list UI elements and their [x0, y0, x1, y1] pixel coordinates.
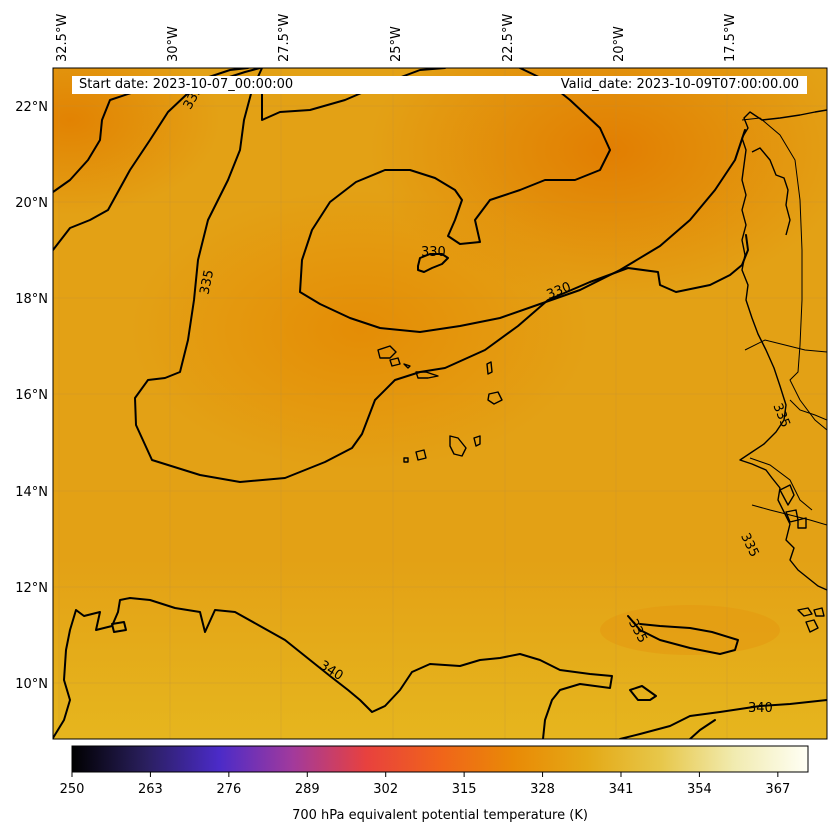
- contour-335-loop: [134, 68, 749, 483]
- contour-330-center: [261, 68, 446, 121]
- colorbar-tick-label-6: 328: [530, 782, 555, 797]
- lat-label-3: 16°N: [15, 388, 48, 403]
- lon-label-0: 32.5°W: [55, 14, 70, 62]
- island-boa-vista: [487, 391, 503, 405]
- island-fogo: [415, 449, 427, 461]
- warm-region-northwest: [53, 68, 220, 215]
- lon-label-2: 27.5°W: [277, 14, 292, 62]
- island-sal: [486, 361, 493, 375]
- border-line-4: [749, 457, 813, 511]
- warm-region-center: [130, 190, 590, 470]
- colorbar-tick-label-0: 250: [60, 782, 85, 797]
- contour-330-main: [299, 68, 746, 333]
- border-line-3: [789, 399, 827, 421]
- lat-label-2: 18°N: [15, 292, 48, 307]
- contour-335-southeast: [627, 615, 739, 655]
- colorbar-tick-label-9: 367: [765, 782, 790, 797]
- colorbar: [71, 745, 809, 773]
- lon-label-4: 22.5°W: [501, 14, 516, 62]
- border-line-2: [744, 339, 827, 353]
- colorbar-tick-label-7: 341: [609, 782, 634, 797]
- lat-label-6: 10°N: [15, 677, 48, 692]
- island-sao-nicolau: [403, 363, 411, 369]
- colorbar-tick-label-2: 276: [216, 782, 241, 797]
- contour-label-330-center: 330: [421, 245, 446, 260]
- lon-label-1: 30°W: [166, 26, 181, 62]
- island-sao-vicente: [389, 357, 401, 367]
- contour-340-east: [689, 719, 716, 739]
- lon-label-6: 17.5°W: [723, 14, 738, 62]
- island-maio: [473, 435, 481, 447]
- contour-bay: [111, 621, 127, 633]
- warm-patch-south: [600, 605, 780, 655]
- lat-label-4: 14°N: [15, 485, 48, 500]
- contours: [53, 68, 827, 739]
- lat-label-5: 12°N: [15, 581, 48, 596]
- longitude-labels: 32.5°W 30°W 27.5°W 25°W 22.5°W 20°W 17.5…: [55, 14, 738, 62]
- map-frame: [52, 67, 828, 740]
- date-info-box: Start date: 2023-10-07_00:00:00 Valid_da…: [72, 76, 807, 94]
- island-santiago: [449, 435, 467, 457]
- colorbar-tick-label-8: 354: [687, 782, 712, 797]
- map-area: 335 335 330 330 335 335 335 340 340: [53, 68, 827, 739]
- island-santo-antao: [377, 345, 397, 359]
- lon-label-5: 20°W: [612, 26, 627, 62]
- contour-small-loop: [629, 685, 657, 701]
- colorbar-label: 700 hPa equivalent potential temperature…: [292, 808, 588, 823]
- lat-label-1: 20°N: [15, 196, 48, 211]
- africa-coastline-detail: [751, 147, 791, 236]
- africa-coastline: [739, 109, 827, 591]
- colorbar-tick-label-1: 263: [138, 782, 163, 797]
- contour-label-335-w: 335: [197, 269, 217, 296]
- colorbar-tick-label-5: 315: [452, 782, 477, 797]
- border-line-5: [751, 504, 827, 526]
- colorbar-tick-label-4: 302: [373, 782, 398, 797]
- contour-330-small: [417, 253, 449, 273]
- contour-340-southeast: [619, 699, 827, 739]
- valid-date-text: Valid_date: 2023-10-09T07:00:00.00: [560, 77, 799, 92]
- start-date-text: Start date: 2023-10-07_00:00:00: [79, 77, 294, 92]
- contour-340-south: [53, 597, 613, 739]
- colorbar-ticks: 250 263 276 289 302 315 328 341 354 367: [60, 772, 790, 797]
- latitude-labels: 22°N 20°N 18°N 16°N 14°N 12°N 10°N: [15, 100, 48, 692]
- bijagos-islands: [797, 607, 825, 633]
- border-line-1: [741, 117, 827, 431]
- gridlines: [53, 68, 827, 739]
- lon-label-3: 25°W: [389, 26, 404, 62]
- contour-label-340-se: 340: [748, 701, 773, 716]
- colorbar-tick-label-3: 289: [295, 782, 320, 797]
- bissagos-coast: [779, 484, 807, 529]
- lat-label-0: 22°N: [15, 100, 48, 115]
- island-brava: [403, 457, 409, 463]
